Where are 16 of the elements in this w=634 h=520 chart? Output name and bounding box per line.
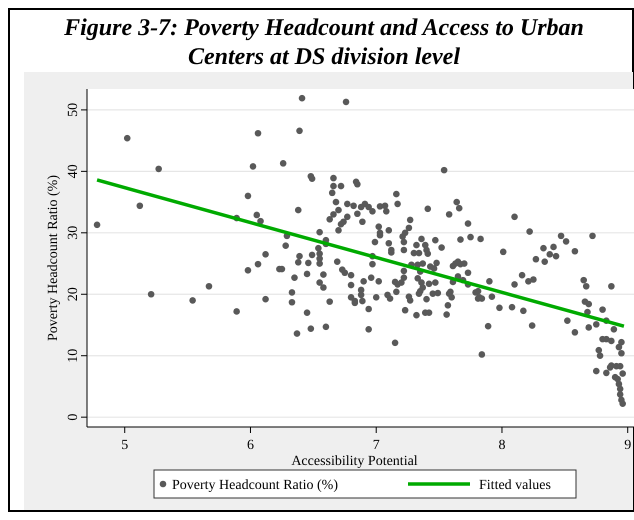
y-tick-label: 20 bbox=[66, 287, 81, 302]
y-tick-label: 10 bbox=[66, 348, 81, 363]
x-tick-label: 9 bbox=[624, 438, 632, 453]
x-tick-label: 8 bbox=[498, 438, 506, 453]
x-tick-label: 5 bbox=[121, 438, 128, 453]
y-axis-title: Poverty Headcount Ratio (%) bbox=[46, 174, 61, 342]
legend-label: Fitted values bbox=[479, 478, 551, 493]
y-tick-label: 40 bbox=[66, 164, 81, 178]
y-tick-label: 50 bbox=[66, 102, 81, 117]
x-tick-label: 6 bbox=[246, 438, 254, 453]
chart-title: Figure 3-7: Poverty Headcount and Access to Urban Centers at DS division level bbox=[63, 15, 584, 70]
x-axis-title: Accessibility Potential bbox=[291, 454, 418, 469]
y-tick-label: 30 bbox=[66, 226, 81, 240]
y-tick-label: 0 bbox=[66, 414, 81, 421]
legend-label: Poverty Headcount Ratio (%) bbox=[172, 478, 338, 493]
x-tick-label: 7 bbox=[372, 438, 380, 453]
